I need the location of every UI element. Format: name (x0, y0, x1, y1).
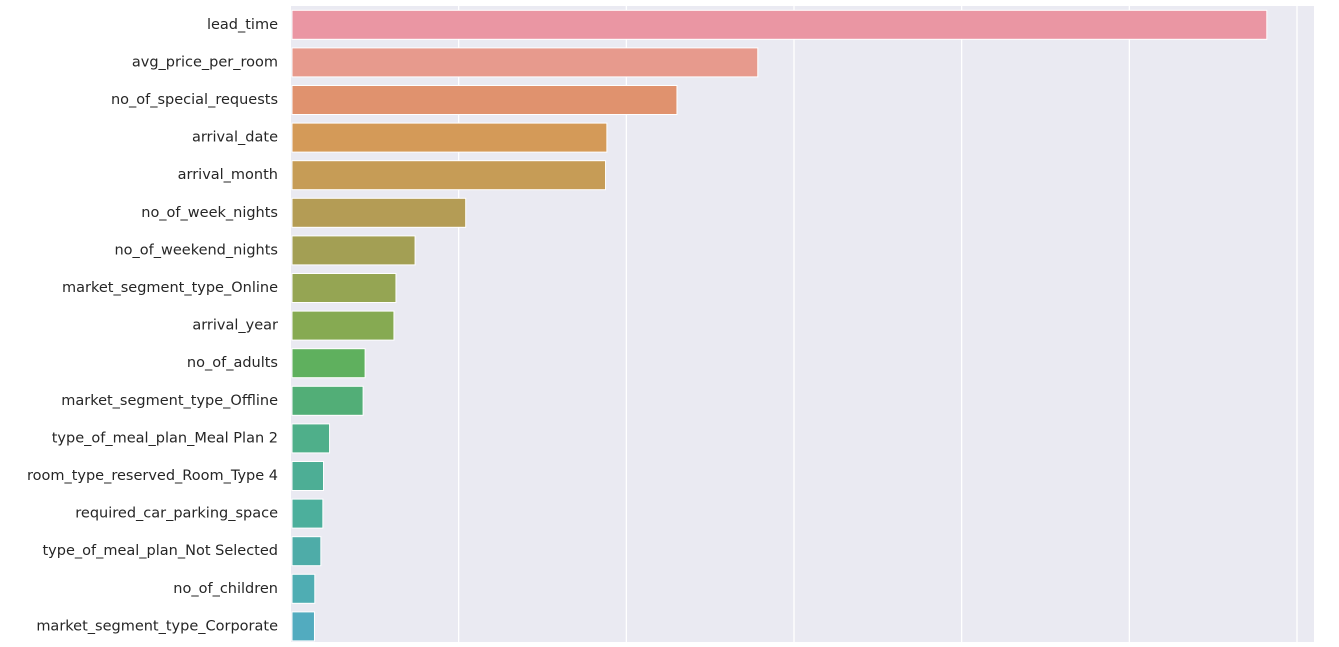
category-label: market_segment_type_Offline (61, 393, 278, 409)
category-label: arrival_month (178, 167, 278, 183)
bar (291, 9, 1268, 40)
bar (291, 310, 395, 341)
category-label: no_of_week_nights (141, 205, 278, 221)
bar (291, 85, 678, 115)
bar (291, 348, 366, 379)
bar (291, 461, 325, 491)
category-label: arrival_date (192, 130, 278, 146)
category-label: lead_time (207, 17, 278, 33)
category-label: market_segment_type_Corporate (36, 618, 278, 634)
category-label: market_segment_type_Online (62, 280, 278, 296)
category-label: avg_price_per_room (132, 54, 278, 70)
bar (291, 197, 467, 228)
category-label: no_of_special_requests (111, 92, 278, 108)
bar (291, 611, 315, 642)
category-label: no_of_weekend_nights (114, 242, 278, 258)
category-label: room_type_reserved_Room_Type 4 (27, 468, 278, 484)
bars (291, 9, 1268, 642)
category-labels: lead_time avg_price_per_room no_of_special… (27, 17, 278, 635)
bar (291, 47, 759, 78)
bar (291, 385, 364, 416)
bar (291, 122, 608, 153)
bar (291, 273, 397, 303)
category-label: no_of_adults (187, 355, 278, 371)
bar (291, 498, 324, 529)
category-label: no_of_children (173, 581, 278, 597)
bar (291, 235, 416, 266)
bar (291, 536, 322, 567)
bar (291, 573, 316, 604)
category-label: arrival_year (192, 318, 278, 334)
bar (291, 423, 331, 454)
category-label: required_car_parking_space (75, 506, 278, 522)
category-label: type_of_meal_plan_Meal Plan 2 (52, 430, 278, 446)
category-label: type_of_meal_plan_Not Selected (42, 543, 278, 559)
bar (291, 160, 607, 191)
